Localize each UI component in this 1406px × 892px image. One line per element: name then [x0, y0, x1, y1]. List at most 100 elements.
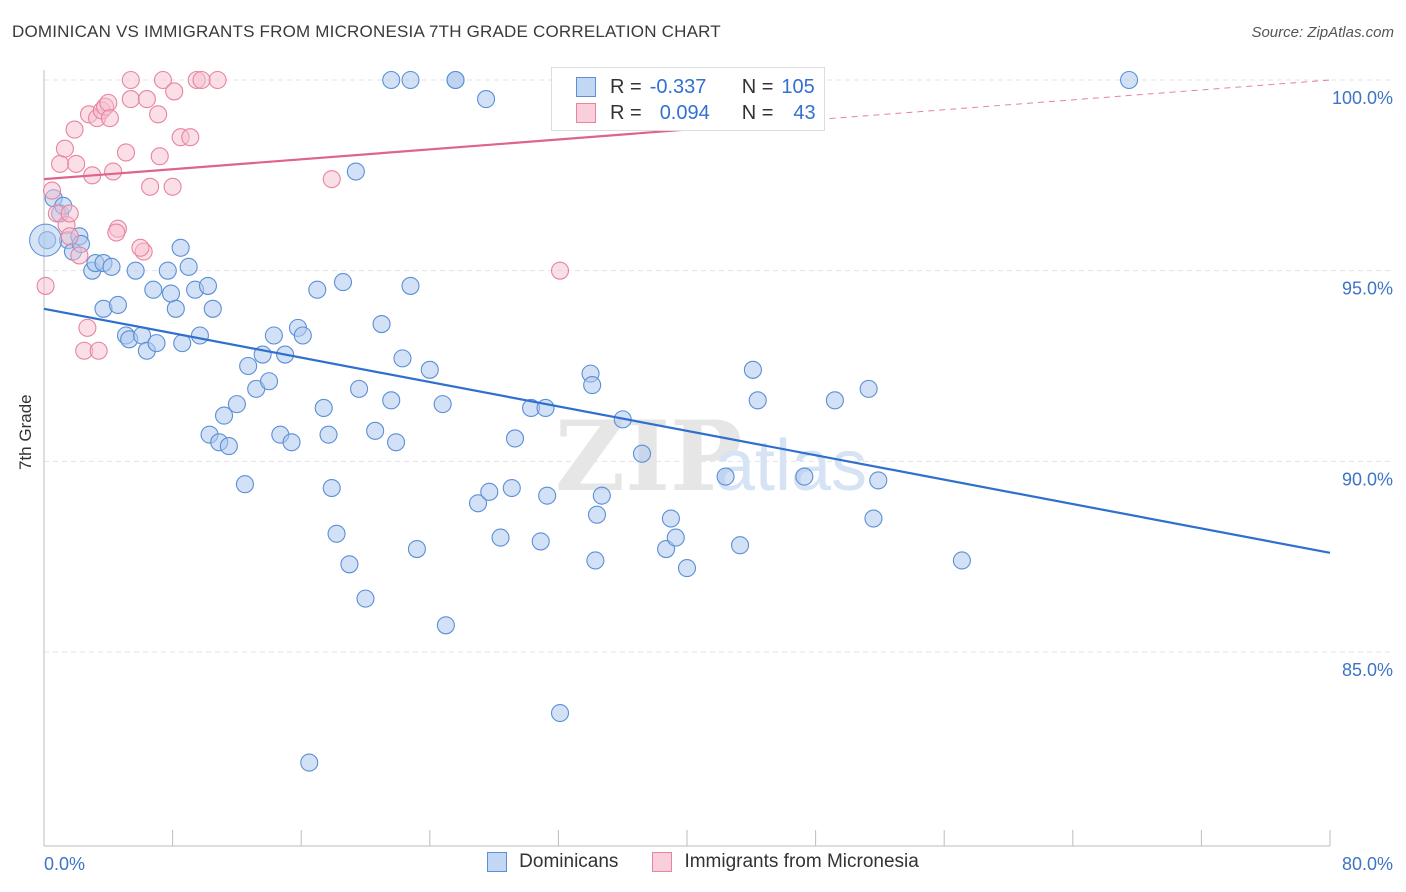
point-dominican — [382, 70, 401, 90]
point-dominican — [158, 261, 177, 280]
point-dominican — [239, 356, 258, 376]
point-dominican — [502, 478, 521, 498]
point-dominican — [219, 437, 238, 456]
point-dominican — [1120, 70, 1139, 90]
point-dominican — [952, 551, 971, 570]
legend-swatch-blue — [487, 852, 508, 872]
point-dominican — [666, 528, 685, 547]
point-dominican — [730, 536, 750, 555]
point-dominican — [346, 162, 365, 181]
point-dominican — [825, 391, 844, 410]
y-tick-label: 90.0% — [1342, 469, 1393, 489]
point-dominican — [214, 406, 234, 425]
legend-r-label: R = — [610, 75, 642, 98]
point-micronesia — [78, 318, 97, 337]
point-dominican — [102, 257, 121, 276]
point-dominican — [372, 315, 391, 334]
point-micronesia — [51, 154, 70, 173]
point-dominican — [407, 539, 426, 559]
watermark: ZIP atlas — [555, 400, 867, 513]
point-micronesia — [181, 128, 200, 147]
point-micronesia — [60, 227, 79, 246]
point-dominican — [583, 376, 602, 395]
point-dominican — [29, 223, 63, 257]
trend-lines — [43, 79, 1331, 554]
watermark-text-atlas: atlas — [715, 426, 867, 506]
legend-item-micronesia: Immigrants from Micronesia — [652, 851, 919, 873]
legend-swatch-pink — [576, 103, 596, 123]
point-dominican — [366, 421, 385, 440]
point-dominican — [795, 467, 814, 486]
point-micronesia — [89, 341, 108, 360]
legend-swatch-pink — [652, 852, 673, 872]
point-micronesia — [121, 70, 140, 90]
point-dominican — [327, 524, 346, 543]
point-dominican — [531, 532, 550, 551]
point-micronesia — [322, 170, 341, 189]
legend-item-dominicans: Dominicans — [487, 851, 618, 873]
point-dominican — [538, 486, 557, 505]
point-dominican — [743, 360, 762, 379]
legend-row-dominicans: R = -0.337 N = 105 — [576, 74, 815, 100]
point-dominican — [308, 280, 327, 299]
point-dominican — [859, 379, 878, 398]
point-dominican — [436, 616, 455, 635]
legend-row-micronesia: R = 0.094 N = 43 — [576, 100, 816, 126]
point-micronesia — [141, 177, 160, 196]
point-micronesia — [42, 181, 62, 200]
point-dominican — [550, 703, 570, 723]
stats-legend: R = -0.337 N = 105 R = 0.094 N = 43 — [551, 67, 825, 131]
point-micronesia — [60, 204, 79, 223]
point-dominican — [293, 326, 312, 345]
point-micronesia — [100, 109, 119, 128]
point-dominican — [632, 444, 652, 463]
series-dominicans — [29, 70, 1139, 772]
point-dominican — [171, 238, 190, 257]
legend-r-value: 0.094 — [659, 101, 710, 124]
point-micronesia — [150, 147, 169, 166]
point-dominican — [350, 379, 369, 398]
point-micronesia — [165, 82, 184, 101]
point-dominican — [505, 429, 525, 448]
point-dominican — [477, 90, 496, 109]
y-tick-label: 95.0% — [1342, 279, 1393, 299]
point-dominican — [748, 391, 767, 410]
point-micronesia — [208, 70, 227, 90]
x-tick-label: 0.0% — [44, 854, 85, 874]
point-dominican — [433, 395, 452, 414]
point-micronesia — [192, 70, 211, 90]
point-dominican — [166, 299, 185, 318]
point-dominican — [491, 528, 510, 547]
trend-line-dominicans — [43, 307, 1331, 554]
y-tick-label: 85.0% — [1342, 660, 1393, 680]
point-dominican — [677, 559, 697, 578]
point-dominican — [161, 284, 181, 303]
point-dominican — [108, 295, 127, 315]
y-tick-label: 100.0% — [1332, 88, 1393, 108]
legend-n-value: 43 — [793, 101, 816, 124]
point-micronesia — [149, 105, 168, 124]
legend-swatch-blue — [576, 77, 596, 97]
point-dominican — [300, 753, 319, 772]
point-dominican — [587, 505, 607, 524]
point-dominican — [401, 70, 420, 90]
legend-r-label: R = — [610, 101, 642, 124]
point-micronesia — [163, 177, 182, 196]
point-dominican — [333, 273, 353, 292]
point-dominican — [147, 334, 166, 353]
point-dominican — [661, 509, 680, 528]
series-legend: Dominicans Immigrants from Micronesia — [0, 851, 1406, 873]
point-dominican — [480, 482, 499, 501]
point-dominican — [235, 475, 254, 494]
point-dominican — [468, 494, 488, 513]
point-dominican — [864, 509, 883, 528]
point-micronesia — [55, 139, 74, 158]
point-dominican — [259, 372, 279, 391]
legend-n-label: N = — [741, 101, 774, 124]
point-dominican — [386, 433, 406, 452]
legend-label-dominicans: Dominicans — [519, 851, 619, 872]
point-dominican — [401, 276, 420, 295]
point-dominican — [179, 257, 198, 276]
point-micronesia — [107, 223, 126, 242]
point-dominican — [716, 467, 735, 486]
